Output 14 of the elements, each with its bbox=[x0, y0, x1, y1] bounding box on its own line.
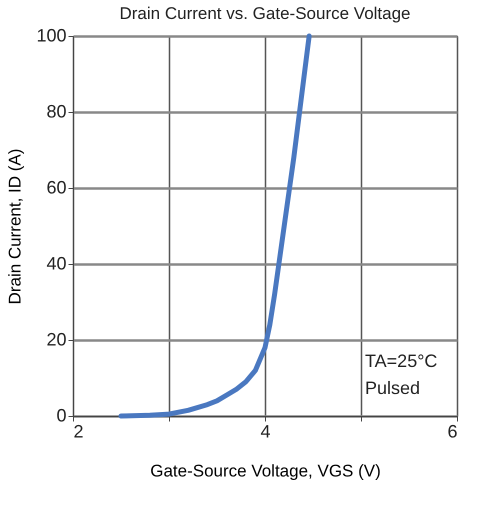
y-tick-label: 100 bbox=[36, 26, 66, 46]
annotation: TA=25°C bbox=[365, 351, 438, 371]
y-tick-label: 60 bbox=[46, 178, 66, 198]
y-tick-label: 20 bbox=[46, 330, 66, 350]
chart-title: Drain Current vs. Gate-Source Voltage bbox=[119, 4, 411, 23]
y-tick-label: 80 bbox=[46, 102, 66, 122]
annotation: Pulsed bbox=[365, 378, 420, 398]
x-tick-label: 2 bbox=[74, 422, 84, 442]
x-tick-label: 4 bbox=[260, 422, 271, 442]
y-axis-title: Drain Current, ID (A) bbox=[5, 148, 24, 304]
x-tick-label: 6 bbox=[447, 422, 458, 442]
y-tick-label: 40 bbox=[46, 254, 66, 274]
x-axis-title: Gate-Source Voltage, VGS (V) bbox=[150, 462, 381, 480]
y-tick-label: 0 bbox=[56, 406, 66, 426]
